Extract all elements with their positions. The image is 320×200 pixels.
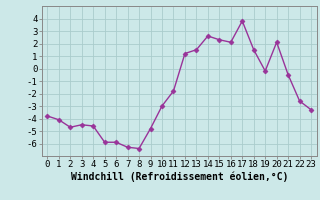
X-axis label: Windchill (Refroidissement éolien,°C): Windchill (Refroidissement éolien,°C) <box>70 172 288 182</box>
